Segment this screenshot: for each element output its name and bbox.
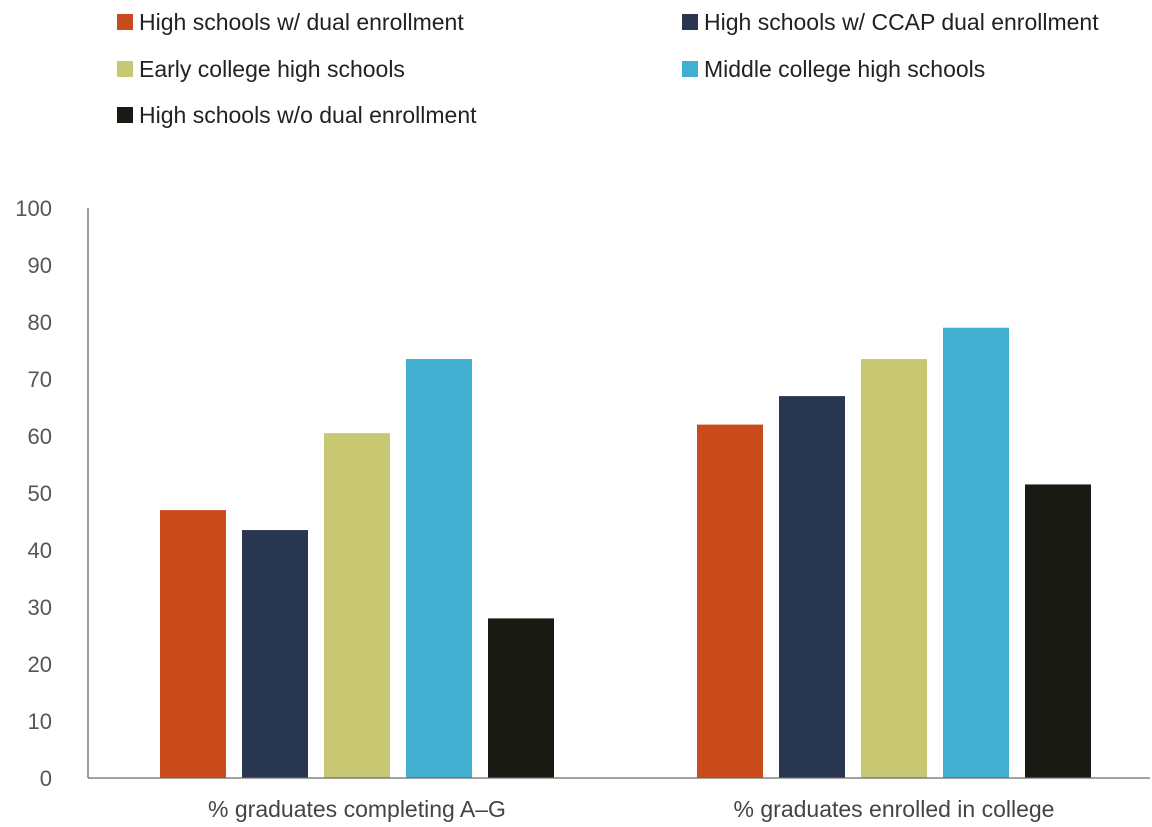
legend-swatch (117, 107, 133, 123)
bar (861, 359, 927, 778)
y-tick-label: 90 (28, 253, 52, 278)
legend-item: High schools w/ CCAP dual enrollment (682, 9, 1099, 35)
y-tick-label: 10 (28, 709, 52, 734)
bar (406, 359, 472, 778)
legend-label: Middle college high schools (704, 56, 985, 82)
y-tick-label: 0 (40, 766, 52, 791)
y-tick-label: 40 (28, 538, 52, 563)
legend-item: High schools w/o dual enrollment (117, 102, 477, 128)
bar (242, 530, 308, 778)
legend-swatch (682, 14, 698, 30)
y-tick-label: 80 (28, 310, 52, 335)
y-tick-label: 50 (28, 481, 52, 506)
bar (697, 424, 763, 778)
y-tick-label: 70 (28, 367, 52, 392)
legend-swatch (682, 61, 698, 77)
y-tick-label: 20 (28, 652, 52, 677)
x-axis: % graduates completing A–G % graduates en… (88, 777, 1150, 822)
legend-item: High schools w/ dual enrollment (117, 9, 464, 35)
legend-item: Early college high schools (117, 56, 405, 82)
legend-item: Middle college high schools (682, 56, 985, 82)
y-tick-label: 30 (28, 595, 52, 620)
legend-swatch (117, 14, 133, 30)
legend-label: High schools w/ CCAP dual enrollment (704, 9, 1099, 35)
y-tick-label: 100 (15, 196, 52, 221)
bar (943, 327, 1009, 778)
bar (1025, 484, 1091, 778)
x-category-label: % graduates enrolled in college (734, 796, 1055, 822)
y-axis: 0 10 20 30 40 50 60 70 80 90 100 (15, 196, 89, 791)
bar (324, 433, 390, 778)
bar (488, 618, 554, 778)
y-tick-label: 60 (28, 424, 52, 449)
bars (160, 327, 1091, 778)
legend: High schools w/ dual enrollment High scho… (117, 9, 1099, 128)
bar (160, 510, 226, 778)
legend-label: High schools w/ dual enrollment (139, 9, 464, 35)
legend-label: High schools w/o dual enrollment (139, 102, 477, 128)
bar (779, 396, 845, 778)
legend-swatch (117, 61, 133, 77)
x-category-label: % graduates completing A–G (208, 796, 506, 822)
legend-label: Early college high schools (139, 56, 405, 82)
